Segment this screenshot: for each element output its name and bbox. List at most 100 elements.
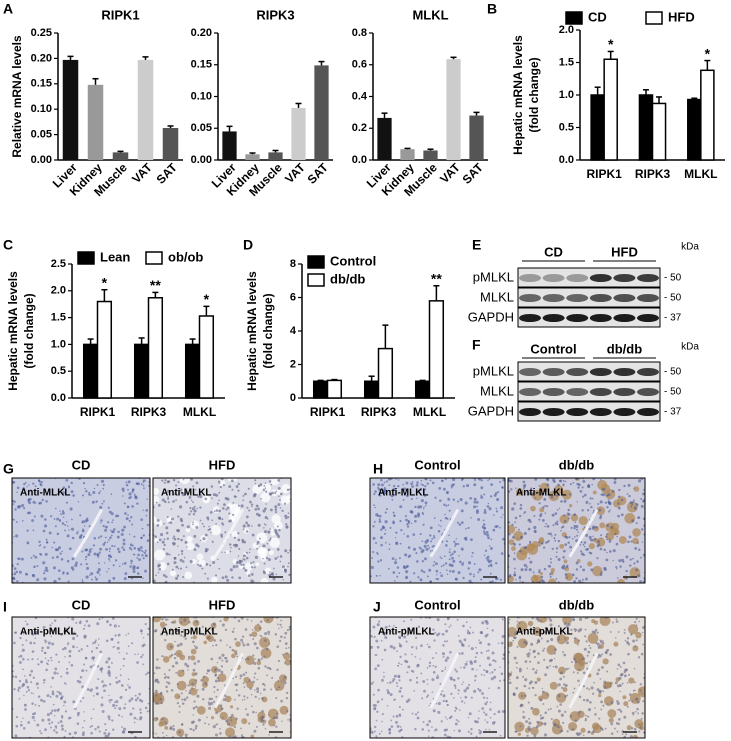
nucleus xyxy=(110,638,113,641)
nucleus xyxy=(97,484,99,486)
nucleus xyxy=(603,681,606,684)
nucleus xyxy=(585,548,588,551)
x-tick-label: SAT xyxy=(305,160,332,187)
significance: * xyxy=(102,274,108,290)
nucleus xyxy=(610,526,613,529)
nucleus xyxy=(455,687,457,689)
nucleus xyxy=(642,700,644,702)
nucleus xyxy=(261,710,264,713)
nucleus xyxy=(445,562,447,564)
nucleus xyxy=(396,576,398,578)
nucleus xyxy=(413,572,415,574)
nucleus xyxy=(110,530,111,531)
nucleus xyxy=(240,727,242,729)
nucleus xyxy=(54,619,56,621)
nucleus xyxy=(606,533,608,535)
nucleus xyxy=(47,646,50,649)
tissue-feature xyxy=(622,695,626,699)
nucleus xyxy=(422,513,424,515)
nucleus xyxy=(14,567,17,570)
tissue-feature xyxy=(271,514,280,523)
nucleus xyxy=(513,574,516,577)
nucleus xyxy=(609,539,610,540)
nucleus xyxy=(484,703,487,706)
nucleus xyxy=(84,548,87,551)
nucleus xyxy=(553,723,556,726)
nucleus xyxy=(440,693,442,695)
nucleus xyxy=(155,574,157,576)
nucleus xyxy=(446,541,447,542)
bar xyxy=(430,301,444,398)
nucleus xyxy=(609,540,612,543)
nucleus xyxy=(40,660,43,663)
nucleus xyxy=(474,675,476,677)
nucleus xyxy=(589,647,591,649)
nucleus xyxy=(556,706,558,708)
nucleus xyxy=(468,567,470,569)
nucleus xyxy=(490,565,492,567)
nucleus xyxy=(188,658,190,660)
nucleus xyxy=(472,632,474,634)
nucleus xyxy=(116,705,118,707)
nucleus xyxy=(583,544,585,546)
blot-band xyxy=(543,274,565,282)
nucleus xyxy=(225,575,228,578)
nucleus xyxy=(389,543,391,545)
nucleus xyxy=(543,648,545,650)
nucleus xyxy=(523,640,526,643)
nucleus xyxy=(382,526,385,529)
nucleus xyxy=(185,690,186,691)
nucleus xyxy=(178,696,179,697)
nucleus xyxy=(612,490,615,493)
nucleus xyxy=(588,688,590,690)
nucleus xyxy=(281,720,283,722)
nucleus xyxy=(213,701,215,703)
nucleus xyxy=(121,546,123,548)
nucleus xyxy=(374,636,376,638)
nucleus xyxy=(576,535,578,537)
nucleus xyxy=(405,519,408,522)
nucleus xyxy=(461,509,464,512)
nucleus xyxy=(536,725,539,728)
nucleus xyxy=(251,506,252,507)
nucleus xyxy=(497,687,500,690)
nucleus xyxy=(137,697,139,699)
nucleus xyxy=(106,639,109,642)
nucleus xyxy=(573,525,575,527)
nucleus xyxy=(253,730,256,733)
nucleus xyxy=(264,530,267,533)
nucleus xyxy=(24,704,27,707)
nucleus xyxy=(549,665,551,667)
nucleus xyxy=(403,499,405,501)
nucleus xyxy=(171,621,173,623)
nucleus xyxy=(287,629,289,631)
nucleus xyxy=(458,635,460,637)
nucleus xyxy=(276,669,278,671)
nucleus xyxy=(253,662,256,665)
nucleus xyxy=(108,695,109,696)
nucleus xyxy=(606,539,608,541)
bar xyxy=(163,128,179,160)
nucleus xyxy=(64,524,66,526)
nucleus xyxy=(566,565,568,567)
tissue-feature xyxy=(598,694,601,697)
nucleus xyxy=(427,545,429,547)
nucleus xyxy=(95,639,97,641)
nucleus xyxy=(176,529,179,532)
nucleus xyxy=(617,709,619,711)
image-title: Control xyxy=(414,597,460,612)
nucleus xyxy=(408,546,411,549)
nucleus xyxy=(93,553,96,556)
nucleus xyxy=(558,558,561,561)
nucleus xyxy=(235,546,236,547)
nucleus xyxy=(191,500,192,501)
nucleus xyxy=(275,716,278,719)
bar xyxy=(400,149,414,160)
nucleus xyxy=(161,618,163,620)
nucleus xyxy=(74,731,77,734)
nucleus xyxy=(407,665,410,668)
nucleus xyxy=(245,708,247,710)
nucleus xyxy=(72,568,74,570)
nucleus xyxy=(473,575,475,577)
nucleus xyxy=(156,524,159,527)
